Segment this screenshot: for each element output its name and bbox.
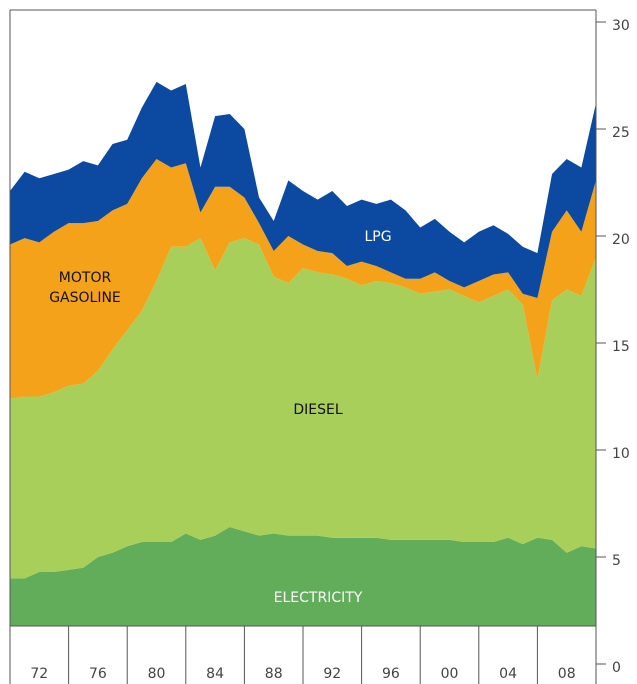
x-tick-label: 72 — [30, 666, 48, 682]
top-band — [0, 0, 637, 10]
area — [10, 158, 596, 399]
x-tick-label: 80 — [148, 666, 166, 682]
y-tick-label: 0 — [612, 660, 621, 676]
area — [10, 238, 596, 579]
y-tick-label: 10 — [612, 446, 630, 462]
y-tick-label: 15 — [612, 339, 630, 355]
x-tick-label: 08 — [558, 666, 576, 682]
area — [10, 81, 596, 299]
y-tick-label: 5 — [612, 553, 621, 569]
area-label: ELECTRICITY — [273, 590, 363, 606]
x-tick-label: 76 — [89, 666, 107, 682]
area-label: MOTOR GASOLINE — [49, 270, 121, 306]
area-label: DIESEL — [293, 402, 343, 418]
y-tick-label: 25 — [612, 125, 630, 141]
x-tick-label: 92 — [323, 666, 341, 682]
x-axis-band — [0, 626, 637, 684]
x-tick-label: 96 — [382, 666, 400, 682]
x-tick-label: 00 — [441, 666, 459, 682]
area-label: LPG — [364, 229, 392, 245]
y-tick-label: 30 — [612, 18, 630, 34]
x-tick-label: 88 — [265, 666, 283, 682]
y-tick-label: 20 — [612, 232, 630, 248]
x-tick-label: 84 — [206, 666, 224, 682]
x-tick-label: 04 — [499, 666, 517, 682]
